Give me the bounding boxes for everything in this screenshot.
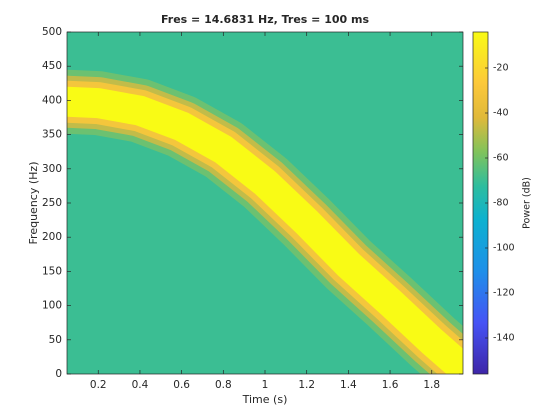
- x-tick-label: 0.6: [173, 379, 190, 391]
- colorbar-tick-label: -140: [493, 333, 515, 344]
- y-tick-label: 0: [55, 368, 62, 380]
- x-tick-label: 1: [262, 379, 269, 391]
- y-tick-label: 200: [42, 231, 62, 243]
- plot-area: [67, 32, 463, 374]
- y-tick-label: 150: [42, 265, 62, 277]
- colorbar-label: Power (dB): [522, 177, 533, 229]
- y-tick-label: 300: [42, 163, 62, 175]
- y-tick-label: 500: [42, 26, 62, 38]
- ridge: [67, 86, 463, 374]
- y-tick-label: 350: [42, 129, 62, 141]
- y-tick-label: 400: [42, 94, 62, 106]
- colorbar-tick-label: -100: [493, 243, 515, 254]
- x-tick-label: 1.4: [340, 379, 357, 391]
- colorbar-tick-label: -60: [493, 153, 509, 164]
- colorbar-tick-label: -120: [493, 288, 515, 299]
- y-axis-label: Frequency (Hz): [27, 162, 40, 245]
- x-tick-label: 0.8: [215, 379, 232, 391]
- x-tick-label: 1.2: [298, 379, 315, 391]
- y-tick-label: 250: [42, 197, 62, 209]
- x-tick-label: 1.8: [423, 379, 440, 391]
- y-tick-label: 50: [49, 334, 62, 346]
- chart-title: Fres = 14.6831 Hz, Tres = 100 ms: [161, 13, 370, 26]
- x-axis-label: Time (s): [242, 393, 288, 406]
- x-tick-label: 0.4: [132, 379, 149, 391]
- x-tick-label: 0.2: [90, 379, 107, 391]
- colorbar-tick-label: -40: [493, 108, 509, 119]
- colorbar-tick-label: -20: [493, 63, 509, 74]
- y-tick-label: 100: [42, 300, 62, 312]
- y-tick-label: 450: [42, 60, 62, 72]
- x-tick-label: 1.6: [382, 379, 399, 391]
- colorbar-tick-label: -80: [493, 198, 509, 209]
